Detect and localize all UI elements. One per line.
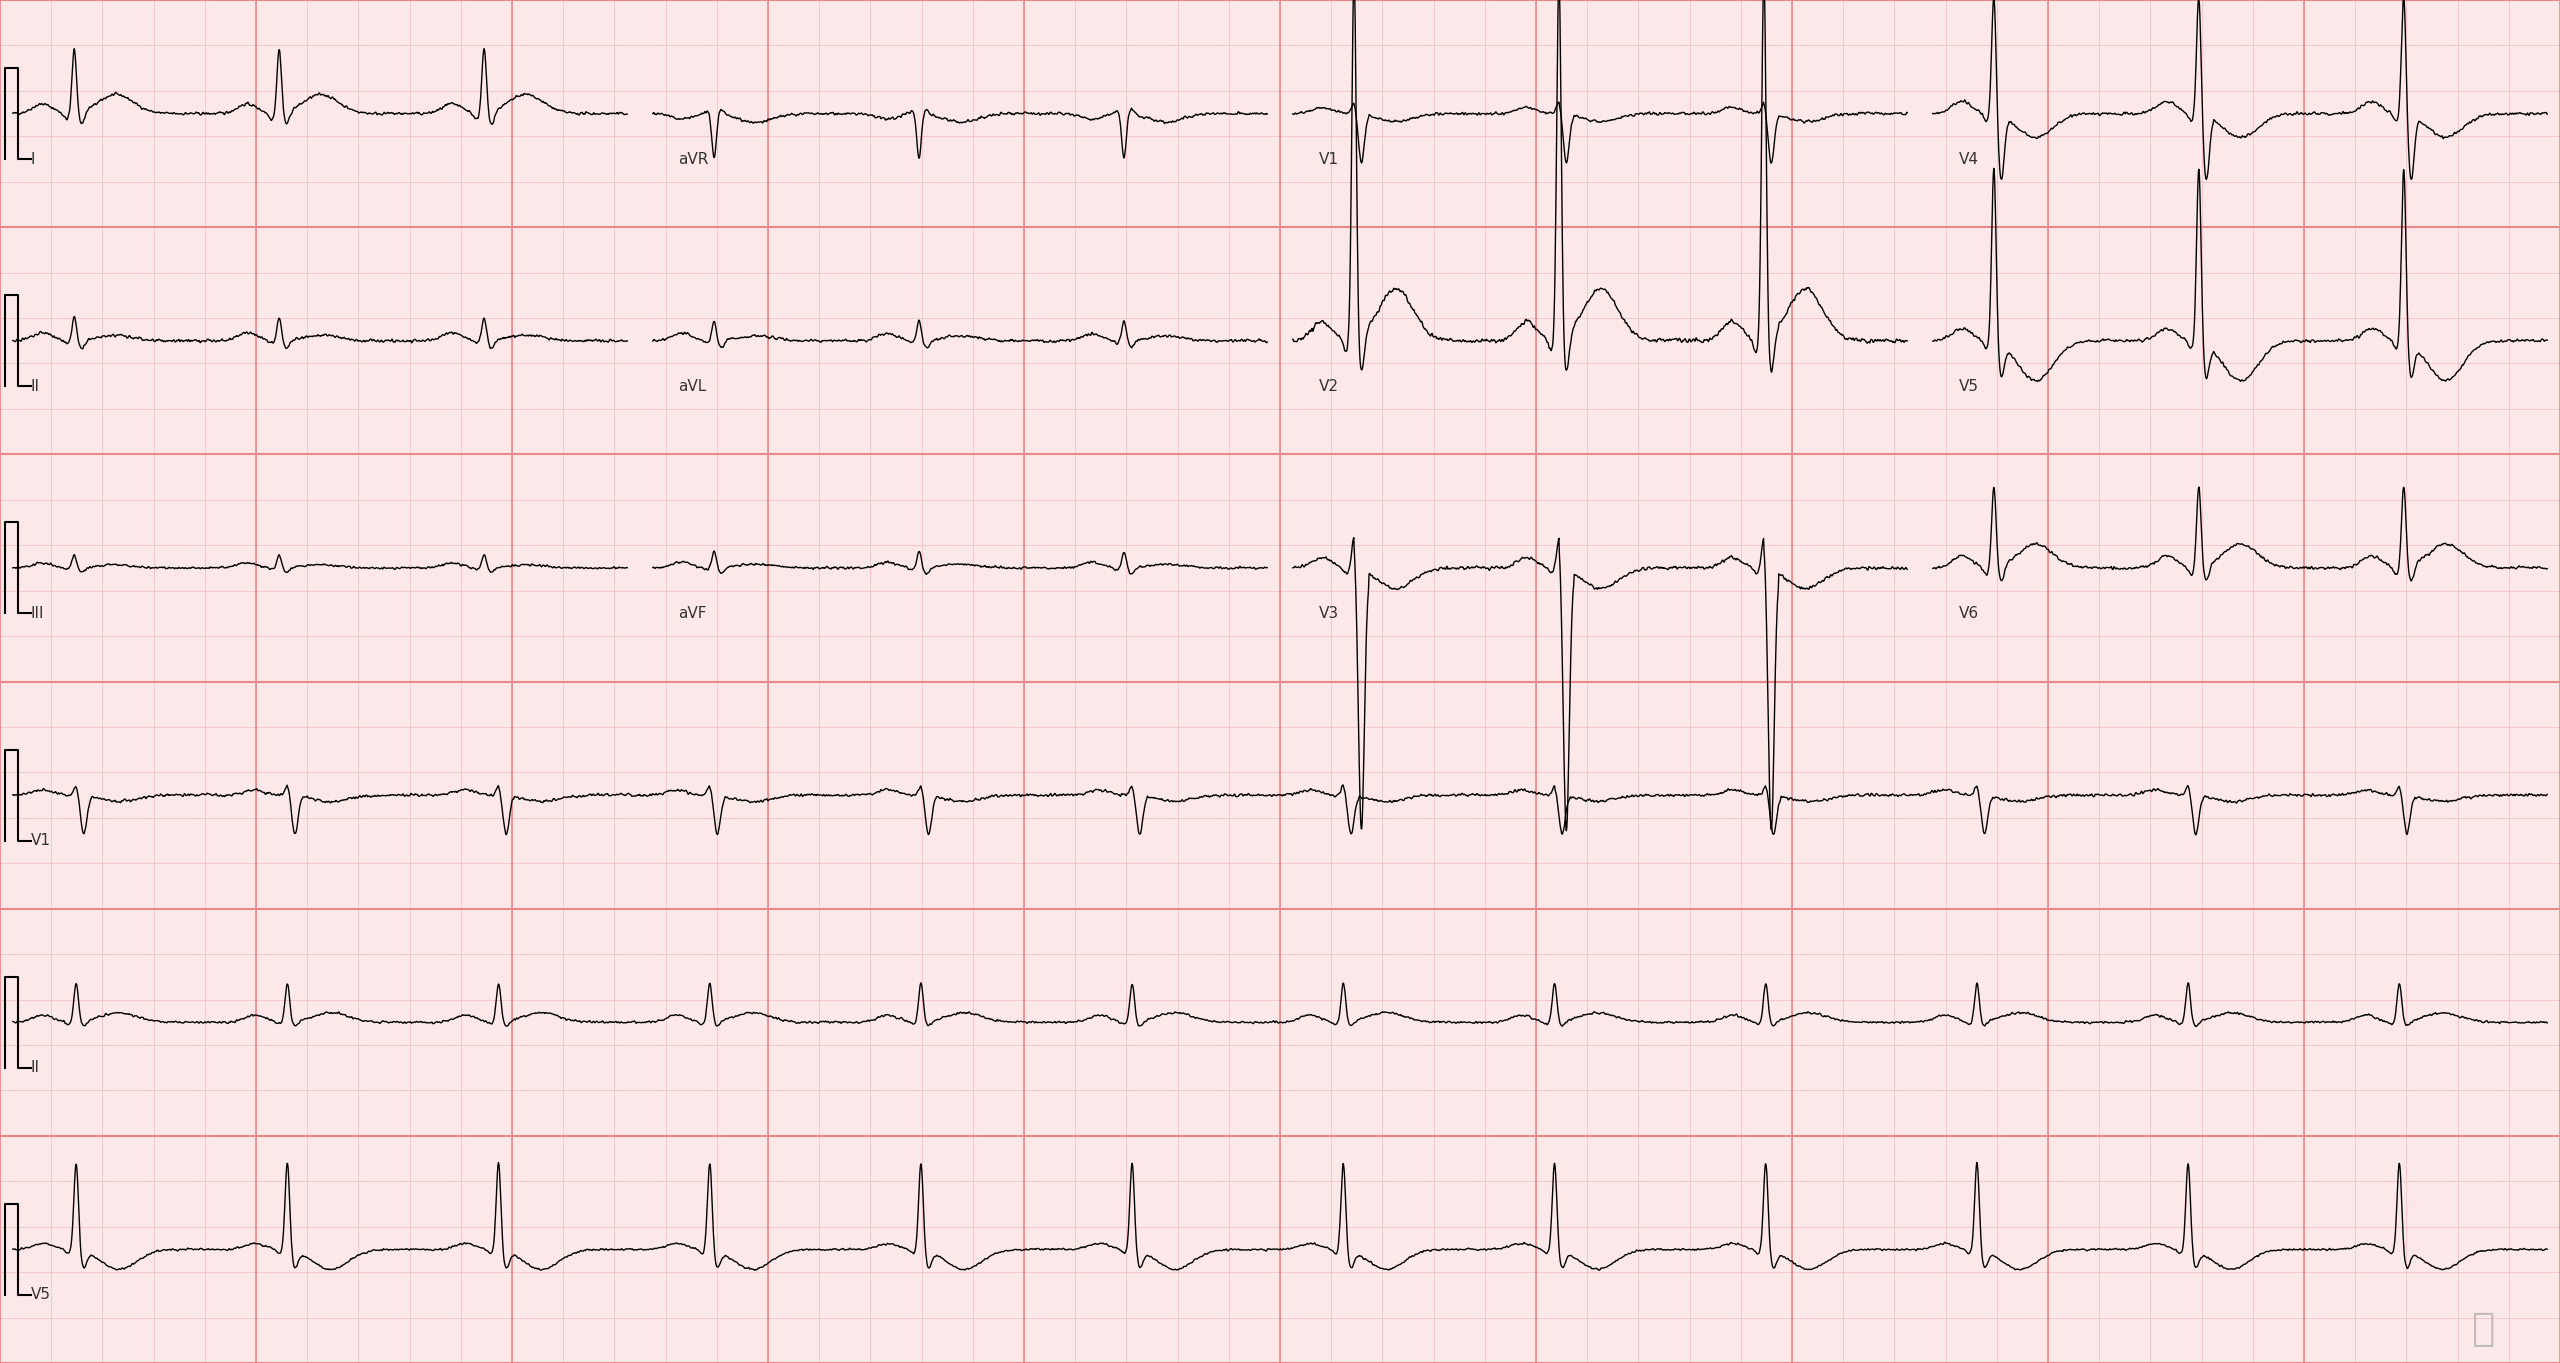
Text: V5: V5 [1958,379,1979,394]
Text: V5: V5 [31,1288,51,1303]
Text: V6: V6 [1958,607,1979,622]
Text: aVF: aVF [678,607,707,622]
Text: aVR: aVR [678,151,709,166]
Text: V3: V3 [1318,607,1339,622]
Text: II: II [31,379,41,394]
Text: I: I [31,151,36,166]
Text: II: II [31,1060,41,1075]
Text: V1: V1 [31,833,51,848]
Text: III: III [31,607,44,622]
Text: V4: V4 [1958,151,1979,166]
Text: V1: V1 [1318,151,1339,166]
Text: 🐂: 🐂 [2470,1310,2496,1348]
Text: aVL: aVL [678,379,707,394]
Text: V2: V2 [1318,379,1339,394]
